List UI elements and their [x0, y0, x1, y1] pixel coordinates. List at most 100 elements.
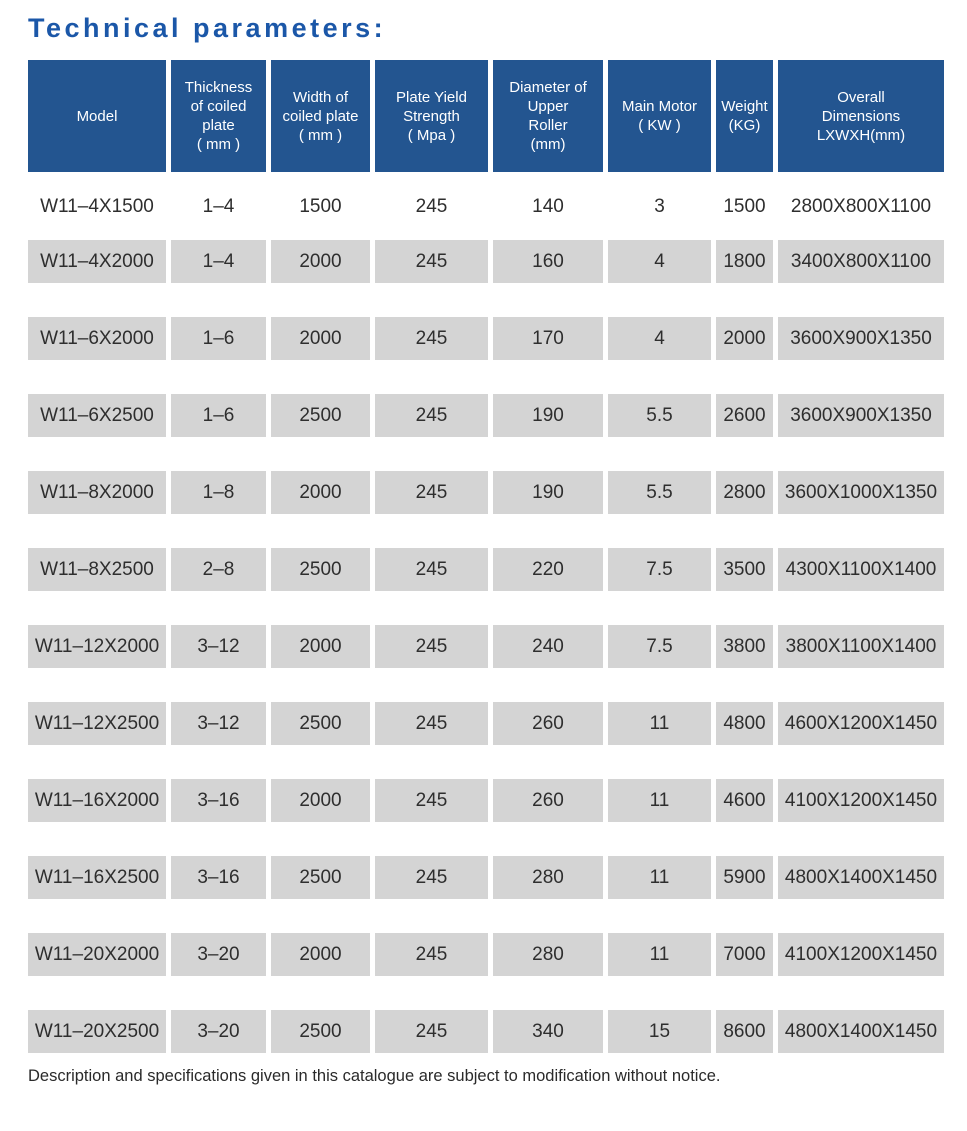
table-row: W11–8X2500 2–8 2500 245 220 7.5 3500 4300X1100X…: [28, 548, 944, 591]
table-row: W11–6X2000 1–6 2000 245 170 4 2000 3600X900X135…: [28, 317, 944, 360]
value-cell-width: 2000: [271, 471, 370, 514]
value-cell-width: 2000: [271, 933, 370, 976]
value-cell-thickness: 1–4: [171, 240, 266, 283]
value-cell-weight: 3800: [716, 625, 773, 668]
value-cell-main-motor: 7.5: [608, 625, 711, 668]
table-body: W11–4X1500 1–4 1500 245 140 3 1500 2800X800X110…: [28, 185, 944, 1053]
value-cell-weight: 4600: [716, 779, 773, 822]
value-cell-thickness: 1–6: [171, 394, 266, 437]
value-cell-upper-roller-diameter: 170: [493, 317, 603, 360]
value-cell-main-motor: 5.5: [608, 471, 711, 514]
value-cell-upper-roller-diameter: 280: [493, 933, 603, 976]
table-row: W11–12X2000 3–12 2000 245 240 7.5 3800 3800X110…: [28, 625, 944, 668]
value-cell-upper-roller-diameter: 260: [493, 779, 603, 822]
value-cell-thickness: 1–6: [171, 317, 266, 360]
value-cell-main-motor: 11: [608, 702, 711, 745]
column-header-thickness: Thickness of coiled plate ( mm ): [171, 60, 266, 172]
value-cell-thickness: 3–12: [171, 625, 266, 668]
catalogue-page: Technical parameters: Model Thickness of …: [0, 12, 967, 1131]
column-header-main-motor: Main Motor ( KW ): [608, 60, 711, 172]
value-cell-yield-strength: 245: [375, 240, 488, 283]
value-cell-upper-roller-diameter: 220: [493, 548, 603, 591]
value-cell-weight: 8600: [716, 1010, 773, 1053]
value-cell-overall-dimensions: 3800X1100X1400: [778, 625, 944, 668]
value-cell-overall-dimensions: 2800X800X1100: [790, 196, 932, 217]
value-cell-overall-dimensions: 4800X1400X1450: [778, 1010, 944, 1053]
model-cell: W11–4X2000: [28, 240, 166, 283]
value-cell-weight: 4800: [716, 702, 773, 745]
value-cell-thickness: 2–8: [171, 548, 266, 591]
column-header-overall-dimensions: Overall Dimensions LXWXH(mm): [778, 60, 944, 172]
table-row: W11–12X2500 3–12 2500 245 260 11 4800 4600X1200…: [28, 702, 944, 745]
model-cell: W11–12X2500: [28, 702, 166, 745]
value-cell-weight: 7000: [716, 933, 773, 976]
value-cell-yield-strength: 245: [375, 1010, 488, 1053]
model-cell: W11–6X2000: [28, 317, 166, 360]
value-cell-upper-roller-diameter: 190: [493, 471, 603, 514]
value-cell-width: 2500: [271, 548, 370, 591]
model-cell: W11–4X1500: [40, 196, 154, 217]
value-cell-width: 2000: [271, 240, 370, 283]
value-cell-weight: 2800: [716, 471, 773, 514]
value-cell-main-motor: 4: [608, 317, 711, 360]
value-cell-width: 2000: [271, 779, 370, 822]
value-cell-upper-roller-diameter: 140: [532, 196, 564, 217]
value-cell-yield-strength: 245: [375, 625, 488, 668]
column-header-upper-roller-diameter: Diameter of Upper Roller (mm): [493, 60, 603, 172]
value-cell-upper-roller-diameter: 190: [493, 394, 603, 437]
value-cell-yield-strength: 245: [375, 779, 488, 822]
value-cell-overall-dimensions: 4100X1200X1450: [778, 779, 944, 822]
model-cell: W11–16X2000: [28, 779, 166, 822]
value-cell-overall-dimensions: 3600X1000X1350: [778, 471, 944, 514]
value-cell-overall-dimensions: 4300X1100X1400: [778, 548, 944, 591]
value-cell-yield-strength: 245: [375, 471, 488, 514]
value-cell-width: 2000: [271, 625, 370, 668]
value-cell-thickness: 3–20: [171, 933, 266, 976]
value-cell-overall-dimensions: 3600X900X1350: [778, 394, 944, 437]
value-cell-overall-dimensions: 4800X1400X1450: [778, 856, 944, 899]
model-cell: W11–20X2500: [28, 1010, 166, 1053]
value-cell-thickness: 1–8: [171, 471, 266, 514]
value-cell-weight: 5900: [716, 856, 773, 899]
value-cell-overall-dimensions: 4600X1200X1450: [778, 702, 944, 745]
value-cell-main-motor: 5.5: [608, 394, 711, 437]
value-cell-thickness: 3–16: [171, 856, 266, 899]
model-cell: W11–20X2000: [28, 933, 166, 976]
model-cell: W11–6X2500: [28, 394, 166, 437]
table-row: W11–20X2500 3–20 2500 245 340 15 8600 4800X1400…: [28, 1010, 944, 1053]
table-row: W11–16X2500 3–16 2500 245 280 11 5900 4800X1400…: [28, 856, 944, 899]
value-cell-thickness: 3–12: [171, 702, 266, 745]
value-cell-thickness: 3–16: [171, 779, 266, 822]
value-cell-main-motor: 11: [608, 856, 711, 899]
value-cell-upper-roller-diameter: 260: [493, 702, 603, 745]
value-cell-weight: 2600: [716, 394, 773, 437]
value-cell-main-motor: 4: [608, 240, 711, 283]
disclaimer-note: Description and specifications given in …: [28, 1067, 721, 1085]
value-cell-width: 2500: [271, 394, 370, 437]
value-cell-yield-strength: 245: [375, 933, 488, 976]
model-cell: W11–8X2500: [28, 548, 166, 591]
column-header-width: Width of coiled plate ( mm ): [271, 60, 370, 172]
value-cell-upper-roller-diameter: 340: [493, 1010, 603, 1053]
value-cell-width: 2500: [271, 702, 370, 745]
value-cell-yield-strength: 245: [375, 702, 488, 745]
table-row: W11–20X2000 3–20 2000 245 280 11 7000 4100X1200…: [28, 933, 944, 976]
value-cell-yield-strength: 245: [375, 856, 488, 899]
value-cell-main-motor: 11: [608, 933, 711, 976]
model-cell: W11–12X2000: [28, 625, 166, 668]
table-row: W11–8X2000 1–8 2000 245 190 5.5 2800 3600X1000X…: [28, 471, 944, 514]
technical-parameters-table: Model Thickness of coiled plate ( mm ) Wid…: [28, 60, 944, 1053]
value-cell-weight: 3500: [716, 548, 773, 591]
column-header-yield-strength: Plate Yield Strength ( Mpa ): [375, 60, 488, 172]
column-header-weight: Weight (KG): [716, 60, 773, 172]
model-cell: W11–16X2500: [28, 856, 166, 899]
value-cell-yield-strength: 245: [375, 394, 488, 437]
table-row: W11–6X2500 1–6 2500 245 190 5.5 2600 3600X900X1…: [28, 394, 944, 437]
value-cell-weight: 1800: [716, 240, 773, 283]
value-cell-yield-strength: 245: [375, 548, 488, 591]
table-row: W11–4X2000 1–4 2000 245 160 4 1800 3400X800X110…: [28, 240, 944, 283]
value-cell-overall-dimensions: 3400X800X1100: [778, 240, 944, 283]
value-cell-width: 2500: [271, 856, 370, 899]
value-cell-thickness: 3–20: [171, 1010, 266, 1053]
value-cell-upper-roller-diameter: 240: [493, 625, 603, 668]
